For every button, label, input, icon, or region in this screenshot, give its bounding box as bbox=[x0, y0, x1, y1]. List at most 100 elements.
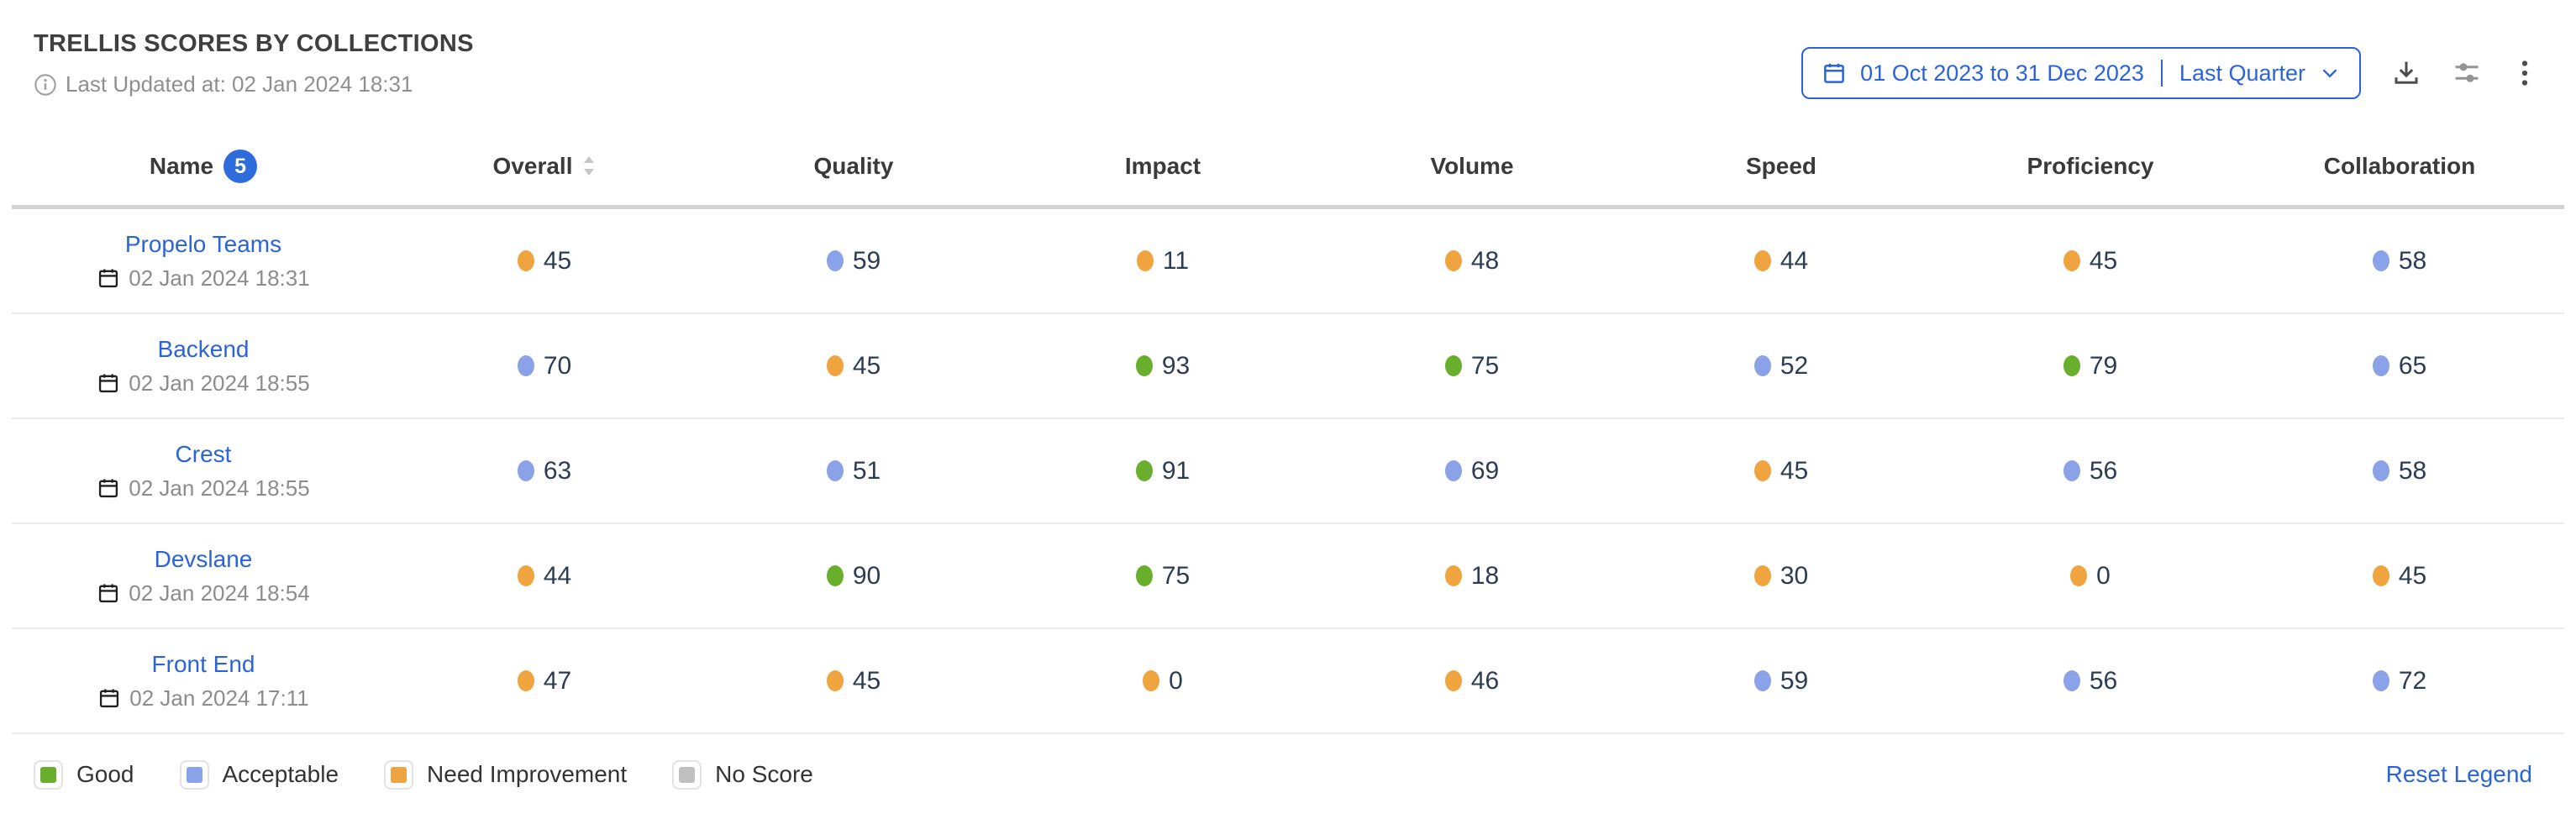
date-range-picker-button[interactable]: 01 Oct 2023 to 31 Dec 2023 Last Quarter bbox=[1801, 47, 2361, 99]
collection-name-link[interactable]: Devslane bbox=[154, 545, 253, 572]
acceptable-swatch-icon bbox=[179, 759, 209, 790]
score-cell: 63 bbox=[390, 457, 699, 486]
score-level-dot-icon bbox=[2070, 565, 2088, 586]
score-level-dot-icon bbox=[2063, 250, 2080, 271]
legend-label: Acceptable bbox=[222, 761, 339, 787]
column-header-collaboration: Collaboration bbox=[2245, 153, 2554, 180]
title-block: TRELLIS SCORES BY COLLECTIONS Last Updat… bbox=[34, 30, 474, 97]
score-value: 45 bbox=[852, 351, 881, 380]
legend-item-acceptable[interactable]: Acceptable bbox=[179, 759, 339, 790]
score-cell: 93 bbox=[1008, 352, 1317, 381]
sliders-icon[interactable] bbox=[2452, 58, 2482, 88]
score-value: 47 bbox=[543, 666, 572, 695]
legend-bar: Good Acceptable Need Improvement No Scor… bbox=[0, 734, 2576, 815]
date-range-text: 01 Oct 2023 to 31 Dec 2023 bbox=[1860, 60, 2144, 86]
score-value: 90 bbox=[852, 561, 881, 590]
score-cell: 52 bbox=[1627, 352, 1936, 381]
score-level-dot-icon bbox=[2063, 460, 2080, 481]
score-cell: 47 bbox=[390, 667, 699, 696]
score-cell: 30 bbox=[1627, 562, 1936, 591]
score-level-dot-icon bbox=[1135, 460, 1153, 481]
score-level-dot-icon bbox=[1444, 250, 1462, 271]
column-header-speed: Speed bbox=[1627, 153, 1936, 180]
score-cell: 45 bbox=[699, 667, 1008, 696]
score-cell: 46 bbox=[1317, 667, 1627, 696]
sort-carets-icon[interactable] bbox=[582, 155, 596, 178]
score-value: 52 bbox=[1780, 351, 1809, 380]
score-level-dot-icon bbox=[826, 670, 844, 691]
download-icon[interactable] bbox=[2391, 58, 2421, 88]
score-level-dot-icon bbox=[517, 460, 534, 481]
collection-name-link[interactable]: Crest bbox=[175, 440, 232, 467]
score-value: 59 bbox=[852, 246, 881, 275]
score-level-dot-icon bbox=[1143, 670, 1160, 691]
row-count-badge: 5 bbox=[223, 150, 258, 183]
score-cell: 75 bbox=[1008, 562, 1317, 591]
score-cell: 58 bbox=[2245, 247, 2554, 276]
reset-legend-link[interactable]: Reset Legend bbox=[2385, 761, 2532, 787]
score-cell: 56 bbox=[1936, 667, 2245, 696]
column-header-overall[interactable]: Overall bbox=[390, 153, 699, 180]
score-value: 30 bbox=[1780, 561, 1809, 590]
score-level-dot-icon bbox=[826, 460, 844, 481]
calendar-icon bbox=[97, 476, 120, 500]
score-cell: 91 bbox=[1008, 457, 1317, 486]
picker-divider bbox=[2160, 60, 2163, 87]
score-cell: 65 bbox=[2245, 352, 2554, 381]
calendar-icon bbox=[97, 266, 120, 290]
row-updated-timestamp: 02 Jan 2024 18:55 bbox=[97, 370, 310, 396]
score-cell: 56 bbox=[1936, 457, 2245, 486]
page-title: TRELLIS SCORES BY COLLECTIONS bbox=[34, 30, 474, 57]
collection-name-link[interactable]: Propelo Teams bbox=[124, 230, 282, 257]
score-cell: 44 bbox=[390, 562, 699, 591]
score-cell: 45 bbox=[1627, 457, 1936, 486]
info-circle-icon bbox=[34, 73, 57, 97]
legend-label: No Score bbox=[715, 761, 813, 787]
score-value: 63 bbox=[543, 456, 572, 485]
score-cell: 72 bbox=[2245, 667, 2554, 696]
score-legend: Good Acceptable Need Improvement No Scor… bbox=[34, 759, 813, 790]
score-level-dot-icon bbox=[1135, 565, 1153, 586]
score-value: 56 bbox=[2089, 456, 2118, 485]
score-value: 48 bbox=[1470, 246, 1500, 275]
table-row: Backend 02 Jan 2024 18:55 70 45 93 75 52 79 65 bbox=[12, 314, 2564, 419]
score-level-dot-icon bbox=[1753, 250, 1771, 271]
score-level-dot-icon bbox=[1753, 565, 1771, 586]
row-updated-timestamp: 02 Jan 2024 18:55 bbox=[97, 475, 310, 501]
table-row: Crest 02 Jan 2024 18:55 63 51 91 69 45 56 58 bbox=[12, 419, 2564, 524]
legend-label: Good bbox=[76, 761, 134, 787]
score-cell: 58 bbox=[2245, 457, 2554, 486]
score-level-dot-icon bbox=[2372, 565, 2389, 586]
legend-item-need-improvement[interactable]: Need Improvement bbox=[384, 759, 627, 790]
score-cell: 51 bbox=[699, 457, 1008, 486]
updated-text: 02 Jan 2024 18:31 bbox=[129, 265, 310, 291]
updated-text: 02 Jan 2024 18:54 bbox=[129, 580, 310, 606]
column-header-proficiency: Proficiency bbox=[1936, 153, 2245, 180]
score-value: 58 bbox=[2398, 456, 2427, 485]
legend-item-no-score[interactable]: No Score bbox=[672, 759, 813, 790]
score-cell: 59 bbox=[1627, 667, 1936, 696]
score-cell: 45 bbox=[1936, 247, 2245, 276]
score-value: 45 bbox=[2398, 561, 2427, 590]
score-level-dot-icon bbox=[2063, 355, 2080, 376]
updated-text: 02 Jan 2024 18:55 bbox=[129, 370, 310, 396]
kebab-menu-icon[interactable] bbox=[2512, 59, 2537, 87]
legend-item-good[interactable]: Good bbox=[34, 759, 134, 790]
collection-name-link[interactable]: Front End bbox=[151, 650, 255, 677]
score-value: 44 bbox=[1780, 246, 1809, 275]
score-level-dot-icon bbox=[2372, 460, 2389, 481]
score-value: 70 bbox=[543, 351, 572, 380]
calendar-icon bbox=[97, 581, 120, 605]
calendar-icon bbox=[97, 371, 120, 395]
collection-name-link[interactable]: Backend bbox=[157, 335, 250, 362]
score-level-dot-icon bbox=[1753, 670, 1771, 691]
calendar-icon bbox=[97, 686, 121, 710]
score-cell: 18 bbox=[1317, 562, 1627, 591]
score-level-dot-icon bbox=[826, 565, 844, 586]
row-updated-timestamp: 02 Jan 2024 18:54 bbox=[97, 580, 310, 606]
score-value: 45 bbox=[852, 666, 881, 695]
updated-text: 02 Jan 2024 18:55 bbox=[129, 475, 310, 501]
row-updated-timestamp: 02 Jan 2024 17:11 bbox=[97, 685, 309, 711]
header-divider bbox=[12, 205, 2564, 209]
